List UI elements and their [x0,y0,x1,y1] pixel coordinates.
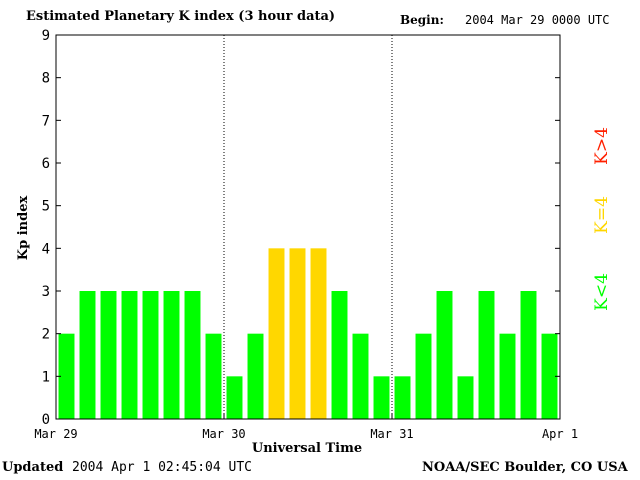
y-tick-label: 5 [42,199,50,215]
y-axis-label: Kp index [16,196,31,261]
kp-bar [520,291,537,419]
kp-bar [436,291,453,419]
kp-bar [163,291,180,419]
legend-entry: K<4 [592,273,612,311]
y-tick-label: 4 [42,241,50,257]
x-axis-label: Universal Time [252,441,362,456]
kp-bar [541,333,558,419]
kp-bar [310,248,327,419]
y-tick-label: 0 [42,412,50,428]
kp-bar [226,376,243,419]
updated-label: Updated [2,460,64,475]
y-tick-label: 8 [42,71,50,87]
begin-label: Begin: [400,13,444,27]
x-tick-label: Apr 1 [542,427,578,441]
kp-bar [247,333,264,419]
kp-bar [457,376,474,419]
y-tick-label: 9 [42,28,50,44]
legend-entry: K>4 [592,127,612,165]
begin-value: 2004 Mar 29 0000 UTC [465,13,610,27]
kp-bar [79,291,96,419]
kp-bar [268,248,285,419]
x-tick-label: Mar 31 [370,427,413,441]
kp-bar [100,291,117,419]
chart-title: Estimated Planetary K index (3 hour data… [26,9,336,24]
y-tick-label: 6 [42,156,50,172]
kp-bar [142,291,159,419]
plot-frame [55,34,561,420]
legend-entry: K=4 [592,196,612,234]
kp-bar [121,291,138,419]
y-tick-label: 3 [42,284,50,300]
kp-bar [499,333,516,419]
x-tick-label: Mar 29 [34,427,77,441]
updated-timestamp: 2004 Apr 1 02:45:04 UTC [72,460,253,475]
kp-bar [289,248,306,419]
x-tick-label: Mar 30 [202,427,245,441]
kp-bar [373,376,390,419]
y-tick-label: 2 [42,327,50,343]
kp-bar [184,291,201,419]
kp-bar [205,333,222,419]
kp-bar [331,291,348,419]
kp-bar [415,333,432,419]
kp-bar [58,333,75,419]
kp-bar [478,291,495,419]
kp-bar [394,376,411,419]
y-tick-label: 1 [42,369,50,385]
y-tick-label: 7 [42,113,50,129]
kp-bar [352,333,369,419]
credit-text: NOAA/SEC Boulder, CO USA [422,460,628,475]
